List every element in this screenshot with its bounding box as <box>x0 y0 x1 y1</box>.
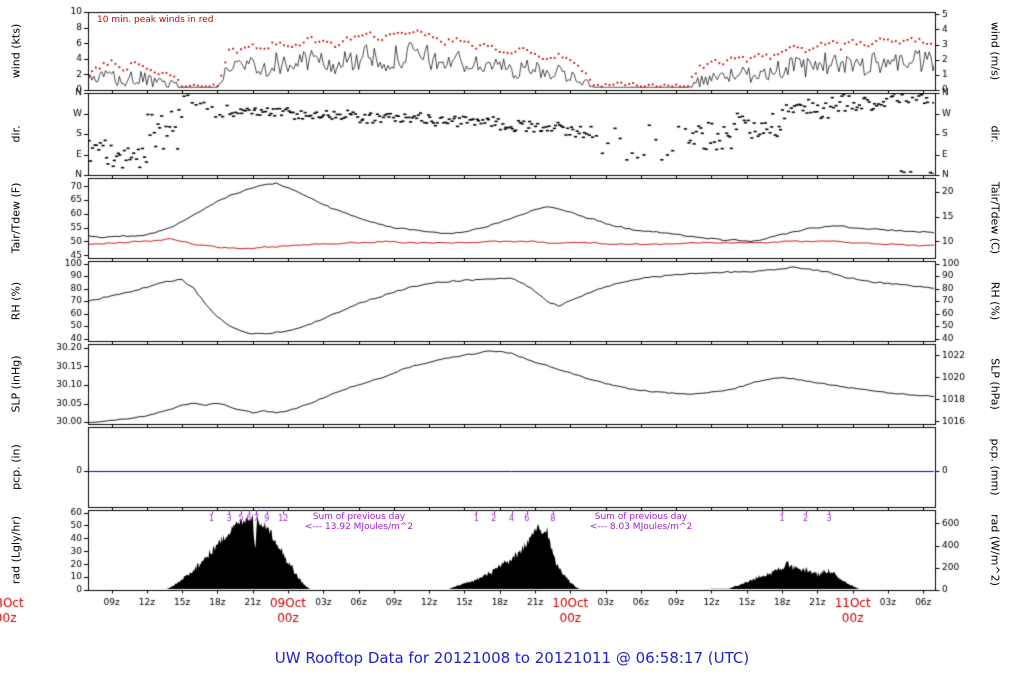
dir-right-axis-label: dir. <box>988 125 1002 143</box>
rad-sum-note-1-line1: Sum of previous day <box>312 512 406 522</box>
dir-left-axis-label: dir. <box>9 125 23 143</box>
slp-right-axis-label: SLP (hPa) <box>988 358 1002 410</box>
rad-sum-note-2-line2: <--- 8.03 MJoules/m^2 <box>589 522 693 532</box>
rad-sum-note-2: Sum of previous day <--- 8.03 MJoules/m^… <box>590 512 692 532</box>
wind-peak-note: 10 min. peak winds in red <box>97 15 214 25</box>
rh-left-axis-label: RH (%) <box>9 281 23 321</box>
slp-left-axis-label: SLP (inHg) <box>9 355 23 413</box>
rad-right-axis-label: rad (W/m^2) <box>988 514 1002 586</box>
wind-right-axis-label: wind (m/s) <box>988 21 1002 81</box>
rad-sum-note-1: Sum of previous day <--- 13.92 MJoules/m… <box>305 512 413 532</box>
chart-title: UW Rooftop Data for 20121008 to 20121011… <box>274 649 750 667</box>
rh-right-axis-label: RH (%) <box>988 281 1002 321</box>
temp-left-axis-label: Tair/Tdew (F) <box>9 182 23 254</box>
meteogram-canvas <box>0 0 1024 645</box>
rad-left-axis-label: rad (Lgly/hr) <box>9 515 23 585</box>
temp-right-axis-label: Tair/Tdew (C) <box>988 181 1002 255</box>
pcp-left-axis-label: pcp. (in) <box>9 444 23 490</box>
rad-sum-note-2-line1: Sum of previous day <box>594 512 688 522</box>
rad-sum-note-1-line2: <--- 13.92 MJoules/m^2 <box>304 522 414 532</box>
pcp-right-axis-label: pcp. (mm) <box>988 438 1002 496</box>
wind-left-axis-label: wind (kts) <box>9 23 23 79</box>
